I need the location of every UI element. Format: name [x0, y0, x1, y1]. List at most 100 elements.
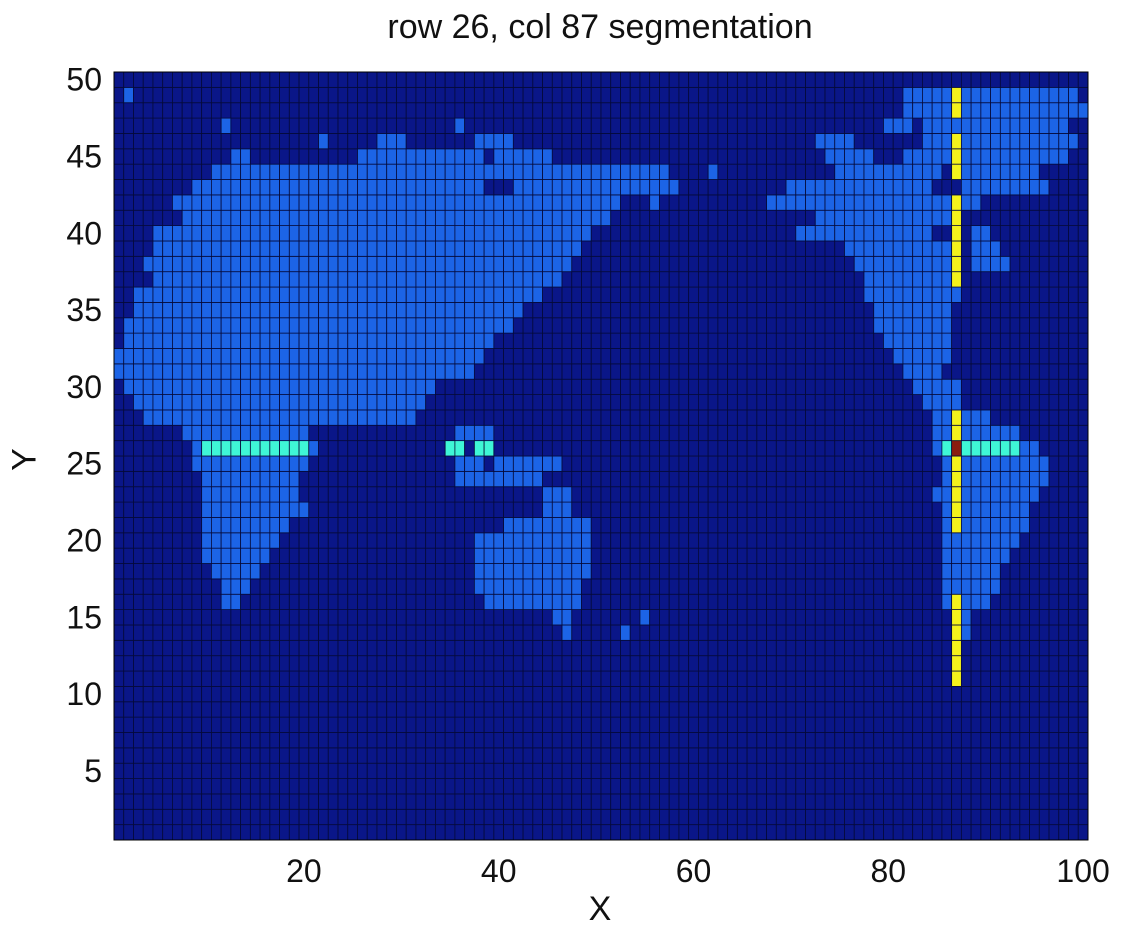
cell-ocean — [629, 808, 641, 826]
cell-ocean — [347, 440, 358, 457]
cell-ocean — [805, 117, 816, 134]
cell-ocean — [590, 701, 602, 718]
cell-ocean — [1038, 624, 1050, 641]
cell-ocean — [727, 578, 738, 595]
cell-ocean — [142, 593, 154, 610]
cell-land — [191, 317, 203, 334]
cell-ocean — [844, 732, 855, 749]
cell-ocean — [1077, 593, 1089, 610]
cell-land — [493, 240, 504, 257]
cell-ocean — [853, 517, 865, 534]
cell-col-segment — [951, 148, 962, 165]
cell-land — [795, 194, 806, 211]
cell-ocean — [191, 547, 203, 564]
cell-ocean — [376, 639, 388, 657]
cell-ocean — [649, 286, 660, 303]
cell-ocean — [629, 424, 641, 442]
cell-ocean — [1038, 332, 1050, 349]
cell-ocean — [542, 701, 553, 718]
cell-ocean — [1058, 225, 1069, 242]
cell-ocean — [824, 409, 836, 426]
cell-land — [357, 194, 368, 211]
cell-ocean — [834, 363, 845, 380]
cell-land — [980, 102, 991, 119]
cell-ocean — [1009, 609, 1021, 626]
cell-ocean — [1038, 271, 1050, 288]
cell-ocean — [766, 348, 777, 365]
cell-ocean — [600, 778, 612, 795]
cell-land — [444, 179, 456, 196]
cell-ocean — [123, 808, 134, 826]
cell-ocean — [659, 455, 670, 472]
cell-land — [376, 255, 388, 273]
cell-ocean — [775, 209, 787, 227]
cell-land — [396, 363, 407, 380]
cell-row-segment — [941, 440, 953, 457]
cell-ocean — [1068, 808, 1079, 826]
cell-land — [240, 271, 251, 288]
cell-land — [551, 517, 563, 534]
cell-land — [415, 363, 427, 380]
cell-ocean — [659, 624, 670, 641]
cell-land — [941, 517, 953, 534]
cell-ocean — [1058, 317, 1069, 334]
cell-ocean — [142, 563, 154, 580]
cell-ocean — [503, 86, 514, 104]
cell-land — [249, 286, 261, 303]
cell-ocean — [717, 133, 729, 150]
cell-ocean — [620, 225, 631, 242]
cell-ocean — [610, 639, 621, 657]
cell-land — [960, 517, 972, 534]
cell-ocean — [990, 225, 1001, 242]
cell-land — [220, 486, 232, 503]
cell-ocean — [512, 378, 524, 395]
cell-ocean — [376, 578, 388, 595]
cell-ocean — [162, 71, 173, 88]
cell-ocean — [464, 102, 475, 119]
cell-ocean — [678, 378, 690, 395]
cell-ocean — [970, 624, 982, 641]
cell-ocean — [736, 255, 748, 273]
cell-ocean — [785, 332, 797, 349]
cell-ocean — [327, 762, 339, 779]
cell-ocean — [902, 501, 914, 518]
cell-ocean — [659, 778, 670, 795]
cell-land — [970, 486, 982, 503]
cell-ocean — [931, 747, 943, 764]
cell-land — [883, 179, 894, 196]
cell-ocean — [649, 593, 660, 610]
cell-land — [259, 394, 271, 411]
cell-ocean — [1058, 194, 1069, 211]
cell-ocean — [678, 163, 690, 180]
cell-ocean — [853, 301, 865, 319]
cell-ocean — [922, 639, 933, 657]
cell-ocean — [493, 778, 504, 795]
cell-ocean — [1058, 778, 1069, 795]
cell-ocean — [551, 71, 563, 88]
cell-ocean — [824, 455, 836, 472]
cell-ocean — [756, 409, 767, 426]
cell-land — [454, 117, 466, 134]
cell-ocean — [892, 378, 904, 395]
cell-ocean — [853, 563, 865, 580]
cell-ocean — [844, 486, 855, 503]
cell-ocean — [941, 686, 953, 703]
cell-ocean — [678, 624, 690, 641]
cell-ocean — [1068, 409, 1079, 426]
cell-land — [444, 271, 456, 288]
cell-ocean — [522, 486, 534, 503]
cell-ocean — [542, 424, 553, 442]
cell-ocean — [1029, 501, 1040, 518]
cell-ocean — [717, 240, 729, 257]
cell-land — [201, 255, 212, 273]
cell-land — [551, 563, 563, 580]
cell-land — [396, 148, 407, 165]
cell-ocean — [746, 133, 758, 150]
cell-ocean — [834, 624, 845, 641]
cell-land — [288, 286, 300, 303]
cell-ocean — [415, 547, 427, 564]
cell-ocean — [600, 532, 612, 549]
cell-ocean — [1077, 225, 1089, 242]
cell-ocean — [960, 301, 972, 319]
cell-ocean — [668, 609, 680, 626]
